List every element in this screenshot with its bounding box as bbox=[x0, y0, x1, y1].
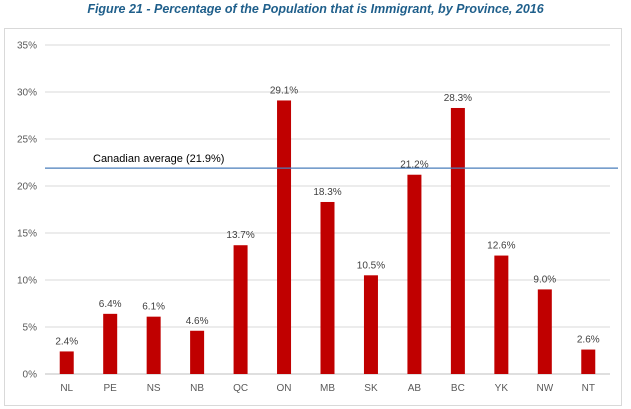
bar-pe bbox=[103, 313, 118, 374]
data-label: 13.7% bbox=[226, 230, 254, 241]
bar-on bbox=[277, 100, 292, 375]
y-tick-label: 30% bbox=[17, 88, 37, 99]
bar-nw bbox=[537, 289, 552, 374]
data-label: 12.6% bbox=[487, 241, 515, 252]
data-label: 18.3% bbox=[313, 187, 341, 198]
data-label: 9.0% bbox=[533, 274, 556, 285]
bars bbox=[59, 100, 596, 375]
x-tick-label: NT bbox=[582, 383, 595, 394]
bar-sk bbox=[363, 275, 378, 374]
reference-line-group: Canadian average (21.9%) bbox=[45, 153, 618, 169]
y-tick-label: 5% bbox=[23, 323, 38, 334]
x-tick-label: PE bbox=[104, 383, 118, 394]
bar-yk bbox=[494, 255, 509, 374]
x-tick-label: QC bbox=[233, 383, 248, 394]
x-tick-label: NS bbox=[147, 383, 161, 394]
data-labels: 2.4% 6.4% 6.1% 4.6% 13.7% 29.1% 18.3% 10.5% 21.2… bbox=[55, 85, 599, 347]
data-label: 10.5% bbox=[357, 260, 385, 271]
y-tick-label: 35% bbox=[17, 41, 37, 52]
y-tick-label: 15% bbox=[17, 229, 37, 240]
data-label: 21.2% bbox=[400, 160, 428, 171]
y-axis: 0% 5% 10% 15% 20% 25% 30% 35% bbox=[17, 41, 37, 381]
bar-bc bbox=[450, 107, 465, 374]
bar-ab bbox=[407, 174, 422, 374]
data-label: 4.6% bbox=[186, 316, 209, 327]
x-tick-label: YK bbox=[495, 383, 509, 394]
x-tick-label: NL bbox=[60, 383, 73, 394]
x-tick-label: BC bbox=[451, 383, 465, 394]
x-tick-label: SK bbox=[364, 383, 378, 394]
canadian-average-label: Canadian average (21.9%) bbox=[93, 153, 224, 165]
x-tick-label: AB bbox=[408, 383, 422, 394]
data-label: 6.4% bbox=[99, 299, 122, 310]
data-label: 2.4% bbox=[55, 336, 78, 347]
x-axis: NL PE NS NB QC ON MB SK AB BC YK NW NT bbox=[60, 383, 595, 394]
bar-nb bbox=[190, 330, 205, 374]
bar-qc bbox=[233, 245, 248, 374]
data-label: 29.1% bbox=[270, 85, 298, 96]
y-tick-label: 10% bbox=[17, 276, 37, 287]
bar-mb bbox=[320, 201, 335, 374]
bar-ns bbox=[146, 316, 161, 374]
bar-nt bbox=[581, 349, 596, 374]
x-tick-label: NW bbox=[536, 383, 553, 394]
y-tick-label: 25% bbox=[17, 135, 37, 146]
data-label: 28.3% bbox=[444, 93, 472, 104]
x-tick-label: ON bbox=[277, 383, 292, 394]
data-label: 6.1% bbox=[142, 302, 165, 313]
figure-title: Figure 21 - Percentage of the Population… bbox=[87, 2, 544, 16]
data-label: 2.6% bbox=[577, 335, 600, 346]
y-tick-label: 20% bbox=[17, 182, 37, 193]
x-tick-label: MB bbox=[320, 383, 335, 394]
y-tick-label: 0% bbox=[23, 370, 38, 381]
bar-nl bbox=[59, 351, 74, 374]
x-tick-label: NB bbox=[190, 383, 204, 394]
